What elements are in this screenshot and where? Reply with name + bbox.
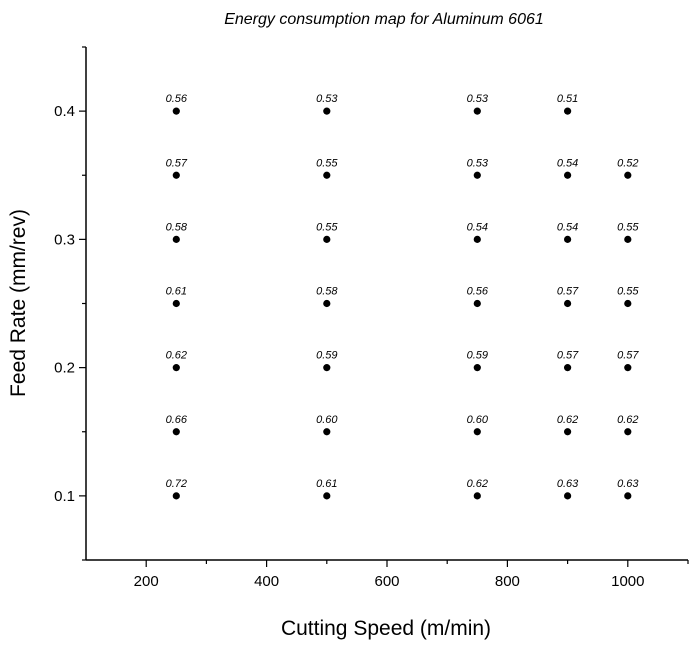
data-point-label: 0.58 xyxy=(166,221,188,233)
data-point-label: 0.61 xyxy=(166,286,187,298)
data-point xyxy=(172,492,180,500)
data-point xyxy=(564,428,572,436)
data-point xyxy=(323,428,331,436)
data-point xyxy=(473,235,481,243)
data-point xyxy=(172,235,180,243)
data-point-label: 0.52 xyxy=(617,157,638,169)
data-point xyxy=(564,364,572,372)
data-point xyxy=(172,428,180,436)
data-point xyxy=(172,171,180,179)
data-point xyxy=(624,492,632,500)
y-axis-title: Feed Rate (mm/rev) xyxy=(7,209,30,397)
data-point-label: 0.54 xyxy=(467,221,488,233)
data-point xyxy=(473,299,481,308)
data-point-label: 0.56 xyxy=(166,93,188,105)
x-axis-ticks: 200 400 600 800 1000 xyxy=(134,560,689,590)
data-point-label: 0.62 xyxy=(467,478,488,490)
data-point xyxy=(564,235,572,243)
data-point-label: 0.63 xyxy=(617,478,639,490)
data-point-label: 0.62 xyxy=(557,414,578,426)
data-point xyxy=(473,492,481,500)
data-point-label: 0.66 xyxy=(166,414,188,426)
x-tick-label: 800 xyxy=(495,573,520,590)
data-point-label: 0.55 xyxy=(617,221,639,233)
data-point xyxy=(624,235,632,243)
data-point-label: 0.57 xyxy=(617,350,639,362)
data-point xyxy=(473,428,481,436)
data-point xyxy=(564,492,572,500)
x-tick-label: 1000 xyxy=(611,573,644,590)
x-tick-label: 200 xyxy=(134,573,159,590)
data-point-label: 0.58 xyxy=(316,286,338,298)
y-tick-label: 0.3 xyxy=(54,231,75,248)
data-point-label: 0.53 xyxy=(467,93,489,105)
x-axis-title: Cutting Speed (m/min) xyxy=(281,617,491,640)
data-point-label: 0.54 xyxy=(557,221,578,233)
y-tick-label: 0.2 xyxy=(54,360,75,377)
data-point-label: 0.55 xyxy=(617,286,639,298)
data-point-label: 0.55 xyxy=(316,221,338,233)
data-point xyxy=(323,364,331,372)
data-point-label: 0.55 xyxy=(316,157,338,169)
data-point xyxy=(564,107,572,115)
data-point xyxy=(624,428,632,436)
data-point xyxy=(473,171,481,179)
data-point xyxy=(323,235,331,243)
chart-title: Energy consumption map for Aluminum 6061 xyxy=(224,11,544,28)
data-point-label: 0.63 xyxy=(557,478,579,490)
y-axis-ticks: 0.1 0.2 0.3 0.4 xyxy=(54,46,86,561)
data-point xyxy=(172,364,180,372)
data-point xyxy=(323,492,331,500)
data-point-label: 0.62 xyxy=(166,350,187,362)
data-point-label: 0.51 xyxy=(557,93,578,105)
data-points: 0.56 0.57 0.58 0.61 0.62 0.66 0.72 0.53 0.55 0.55… xyxy=(166,93,639,500)
x-tick-label: 600 xyxy=(374,573,399,590)
data-point-label: 0.56 xyxy=(467,286,489,298)
data-point-label: 0.54 xyxy=(557,157,578,169)
y-tick-label: 0.4 xyxy=(54,103,75,120)
data-point-label: 0.61 xyxy=(316,478,337,490)
data-point xyxy=(172,107,180,115)
data-point-label: 0.57 xyxy=(166,157,188,169)
data-point xyxy=(624,299,632,308)
data-point-label: 0.57 xyxy=(557,350,579,362)
data-point xyxy=(624,364,632,372)
data-point-label: 0.60 xyxy=(467,414,489,426)
data-point xyxy=(323,171,331,179)
data-point xyxy=(323,299,331,308)
data-point-label: 0.53 xyxy=(467,157,489,169)
data-point-label: 0.62 xyxy=(617,414,638,426)
data-point xyxy=(564,299,572,308)
data-point-label: 0.59 xyxy=(316,350,337,362)
data-point xyxy=(323,107,331,115)
data-point xyxy=(564,171,572,179)
y-tick-label: 0.1 xyxy=(54,488,75,505)
data-point-label: 0.53 xyxy=(316,93,338,105)
data-point xyxy=(624,171,632,179)
data-point-label: 0.60 xyxy=(316,414,338,426)
data-point-label: 0.57 xyxy=(557,286,579,298)
data-point xyxy=(473,107,481,115)
data-point-label: 0.59 xyxy=(467,350,488,362)
data-point xyxy=(172,299,180,308)
data-point-label: 0.72 xyxy=(166,478,187,490)
x-tick-label: 400 xyxy=(254,573,279,590)
data-point xyxy=(473,364,481,372)
